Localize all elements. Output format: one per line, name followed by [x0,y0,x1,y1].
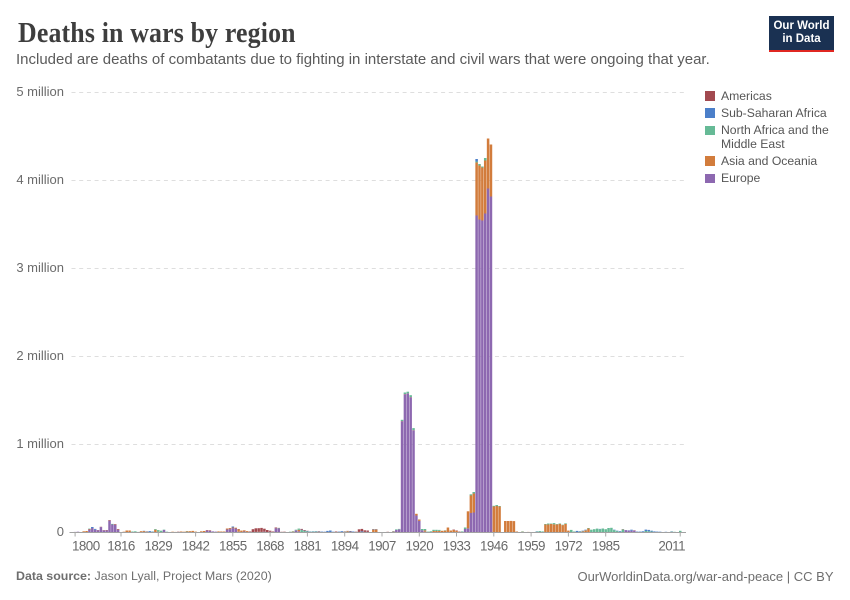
svg-text:1894: 1894 [331,539,360,554]
svg-text:1985: 1985 [592,539,620,554]
svg-text:1881: 1881 [294,539,322,554]
svg-text:1842: 1842 [182,539,210,554]
svg-text:4 million: 4 million [16,172,64,187]
svg-text:1907: 1907 [368,539,396,554]
svg-text:5 million: 5 million [16,84,64,99]
svg-text:0: 0 [57,524,64,539]
svg-text:2011: 2011 [658,539,685,554]
svg-text:3 million: 3 million [16,260,64,275]
svg-text:1 million: 1 million [16,436,64,451]
svg-text:1933: 1933 [443,539,471,554]
svg-text:1868: 1868 [256,539,284,554]
svg-text:1972: 1972 [555,539,583,554]
svg-text:1920: 1920 [406,539,434,554]
svg-text:2 million: 2 million [16,348,64,363]
svg-text:1800: 1800 [72,539,100,554]
svg-text:1946: 1946 [480,539,508,554]
svg-text:1816: 1816 [107,539,135,554]
svg-text:1959: 1959 [517,539,545,554]
svg-text:1855: 1855 [219,539,247,554]
svg-text:1829: 1829 [145,539,173,554]
